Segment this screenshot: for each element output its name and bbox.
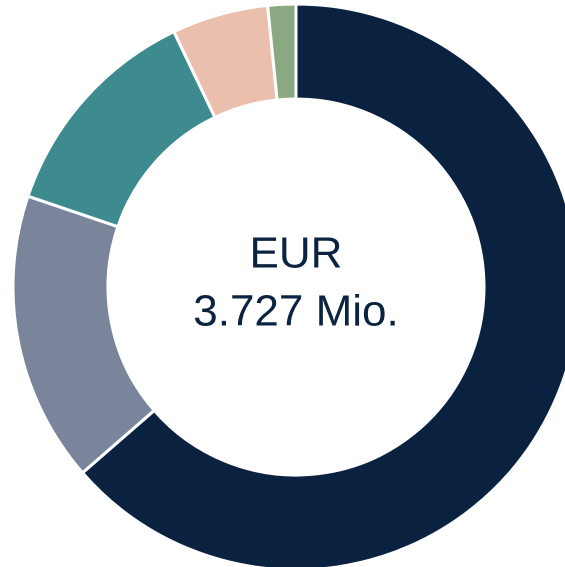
center-label: EUR	[250, 229, 343, 278]
donut	[11, 2, 565, 567]
center-value: 3.727 Mio.	[193, 287, 398, 336]
donut-slice	[80, 2, 565, 567]
donut-slice	[265, 2, 298, 102]
